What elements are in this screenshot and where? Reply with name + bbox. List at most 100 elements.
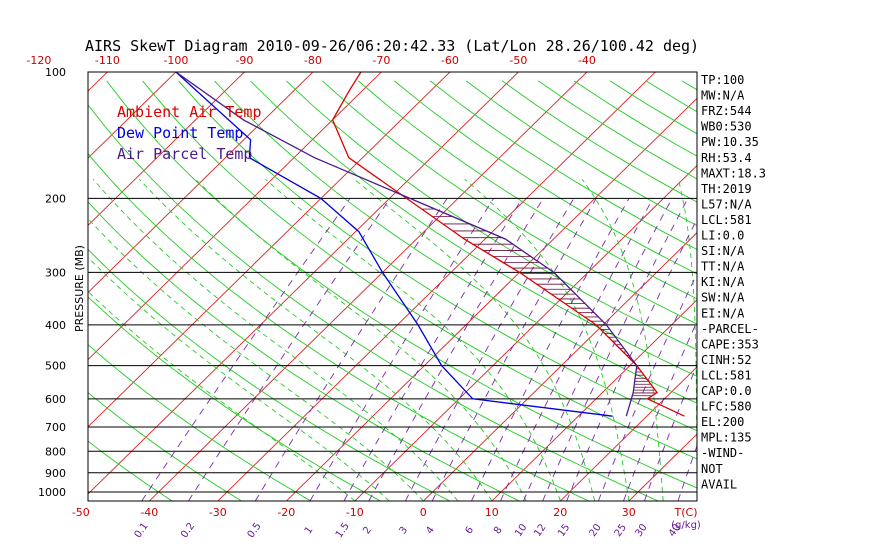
mixing-ratio-line <box>677 444 697 501</box>
index-line: -WIND- <box>701 446 744 460</box>
index-line: LCL:581 <box>701 368 752 382</box>
mixing-ratio-line <box>623 320 697 501</box>
mixing-ratio-grid <box>141 198 697 501</box>
mixing-ratio-label: 25 <box>613 522 629 539</box>
index-line: LCL:581 <box>701 213 752 227</box>
moist-adiabat-line <box>88 217 424 501</box>
profile-series <box>175 72 685 417</box>
index-line: CINH:52 <box>701 353 752 367</box>
mixing-ratio-line <box>471 198 630 501</box>
mixing-ratio-line <box>643 363 697 501</box>
index-line: SI:N/A <box>701 244 745 258</box>
dry-adiabat-line <box>322 80 697 325</box>
moist-adiabat-line <box>677 179 697 501</box>
bottom-temperature-tick: -20 <box>277 506 295 519</box>
index-line: WB0:530 <box>701 120 752 134</box>
index-line: MPL:135 <box>701 431 752 445</box>
top-temperature-tick: -80 <box>304 54 322 67</box>
pressure-tick-label: 300 <box>45 266 66 279</box>
isotherm-line <box>88 72 177 159</box>
mixing-ratio-label: 15 <box>556 522 572 539</box>
mixing-ratio-label: 30 <box>633 522 649 539</box>
dry-adiabat-line <box>88 201 520 501</box>
legend: Ambient Air Temp Dew Point Temp Air Parcel… <box>117 103 262 163</box>
mixing-ratio-line <box>500 198 654 501</box>
mixing-ratio-line <box>343 198 523 501</box>
isotherm-line <box>88 72 451 428</box>
bottom-temperature-tick: -40 <box>140 506 158 519</box>
pressure-axis-labels: 100 200 300 400 500 600 700 800 900 1000 <box>38 66 66 499</box>
top-temperature-tick: -110 <box>95 54 120 67</box>
bottom-temperature-tick: 30 <box>622 506 636 519</box>
mixing-ratio-label: 6 <box>463 525 476 537</box>
index-line: EI:N/A <box>701 306 745 320</box>
mixing-ratio-line <box>141 198 351 501</box>
isotherm-line <box>0 63 48 501</box>
index-line: PW:10.35 <box>701 135 759 149</box>
isotherm-line <box>766 63 870 501</box>
index-line: AVAIL <box>701 477 737 491</box>
isotherm-line <box>149 72 588 501</box>
series-line-dew-point-temp <box>175 72 613 417</box>
index-line: MAXT:18.3 <box>701 166 766 180</box>
bottom-temperature-tick: 10 <box>485 506 499 519</box>
bottom-temperature-tick: -50 <box>72 506 90 519</box>
dry-adiabat-line <box>88 440 173 501</box>
moist-adiabat-line <box>195 178 527 501</box>
index-line: CAP:0.0 <box>701 384 752 398</box>
dry-adiabat-line <box>88 152 589 501</box>
index-line: TT:N/A <box>701 260 745 274</box>
mixing-ratio-label: 20 <box>588 522 604 539</box>
series-line-air-parcel-temp <box>175 72 638 417</box>
index-line: MW:N/A <box>701 89 745 103</box>
dry-adiabat-line <box>250 80 697 377</box>
isotherm-line <box>88 72 520 495</box>
dry-adiabat-line <box>394 80 697 275</box>
moist-adiabat-line <box>138 178 493 501</box>
temperature-unit-label: T(C) <box>674 506 698 519</box>
moist-adiabat-line <box>581 178 664 501</box>
dry-adiabat-line <box>88 296 381 501</box>
top-temperature-tick: -100 <box>163 54 188 67</box>
y-axis-label: PRESSURE (MB) <box>73 245 86 332</box>
moist-adiabat-line <box>354 178 596 501</box>
dry-adiabat-line <box>88 104 659 501</box>
mixing-ratio-line <box>368 198 544 501</box>
pressure-tick-label: 100 <box>45 66 66 79</box>
dry-adiabat-grid <box>88 80 697 501</box>
isotherm-line <box>88 72 383 361</box>
mixing-ratio-label: 1.5 <box>334 521 352 540</box>
bottom-temperature-tick: -10 <box>346 506 364 519</box>
pressure-tick-label: 1000 <box>38 486 66 499</box>
mixing-ratio-line <box>188 198 391 501</box>
index-line: NOT <box>701 462 723 476</box>
index-line: CAPE:353 <box>701 337 759 351</box>
index-line: -PARCEL- <box>701 322 759 336</box>
mixing-ratio-line <box>405 198 575 501</box>
mixing-ratio-label: 8 <box>492 525 505 537</box>
mixing-ratio-line <box>597 272 697 501</box>
mixing-ratio-label: 10 <box>513 522 529 539</box>
dry-adiabat-line <box>358 80 697 300</box>
index-line: FRZ:544 <box>701 104 752 118</box>
mixing-ratio-label: 1 <box>303 525 316 537</box>
mixing-ratio-label: 0.2 <box>179 521 197 540</box>
isotherm-line <box>560 366 697 501</box>
index-line: SW:N/A <box>701 291 745 305</box>
isotherm-grid <box>0 63 870 501</box>
mixing-ratio-label: 3 <box>398 525 411 537</box>
pressure-tick-label: 200 <box>45 192 66 205</box>
mixing-ratio-label: 2 <box>361 525 374 537</box>
dry-adiabat-line <box>88 343 312 501</box>
dry-adiabat-line <box>429 80 697 251</box>
dry-adiabat-line <box>214 80 697 404</box>
moist-adiabat-line <box>88 256 390 501</box>
bottom-temperature-tick: 20 <box>553 506 567 519</box>
top-temperature-tick: -60 <box>441 54 459 67</box>
mixing-ratio-line <box>254 198 448 501</box>
mixing-ratio-label: 0.1 <box>133 521 151 540</box>
moist-adiabat-line <box>92 178 459 501</box>
dry-adiabat-line <box>88 392 242 501</box>
